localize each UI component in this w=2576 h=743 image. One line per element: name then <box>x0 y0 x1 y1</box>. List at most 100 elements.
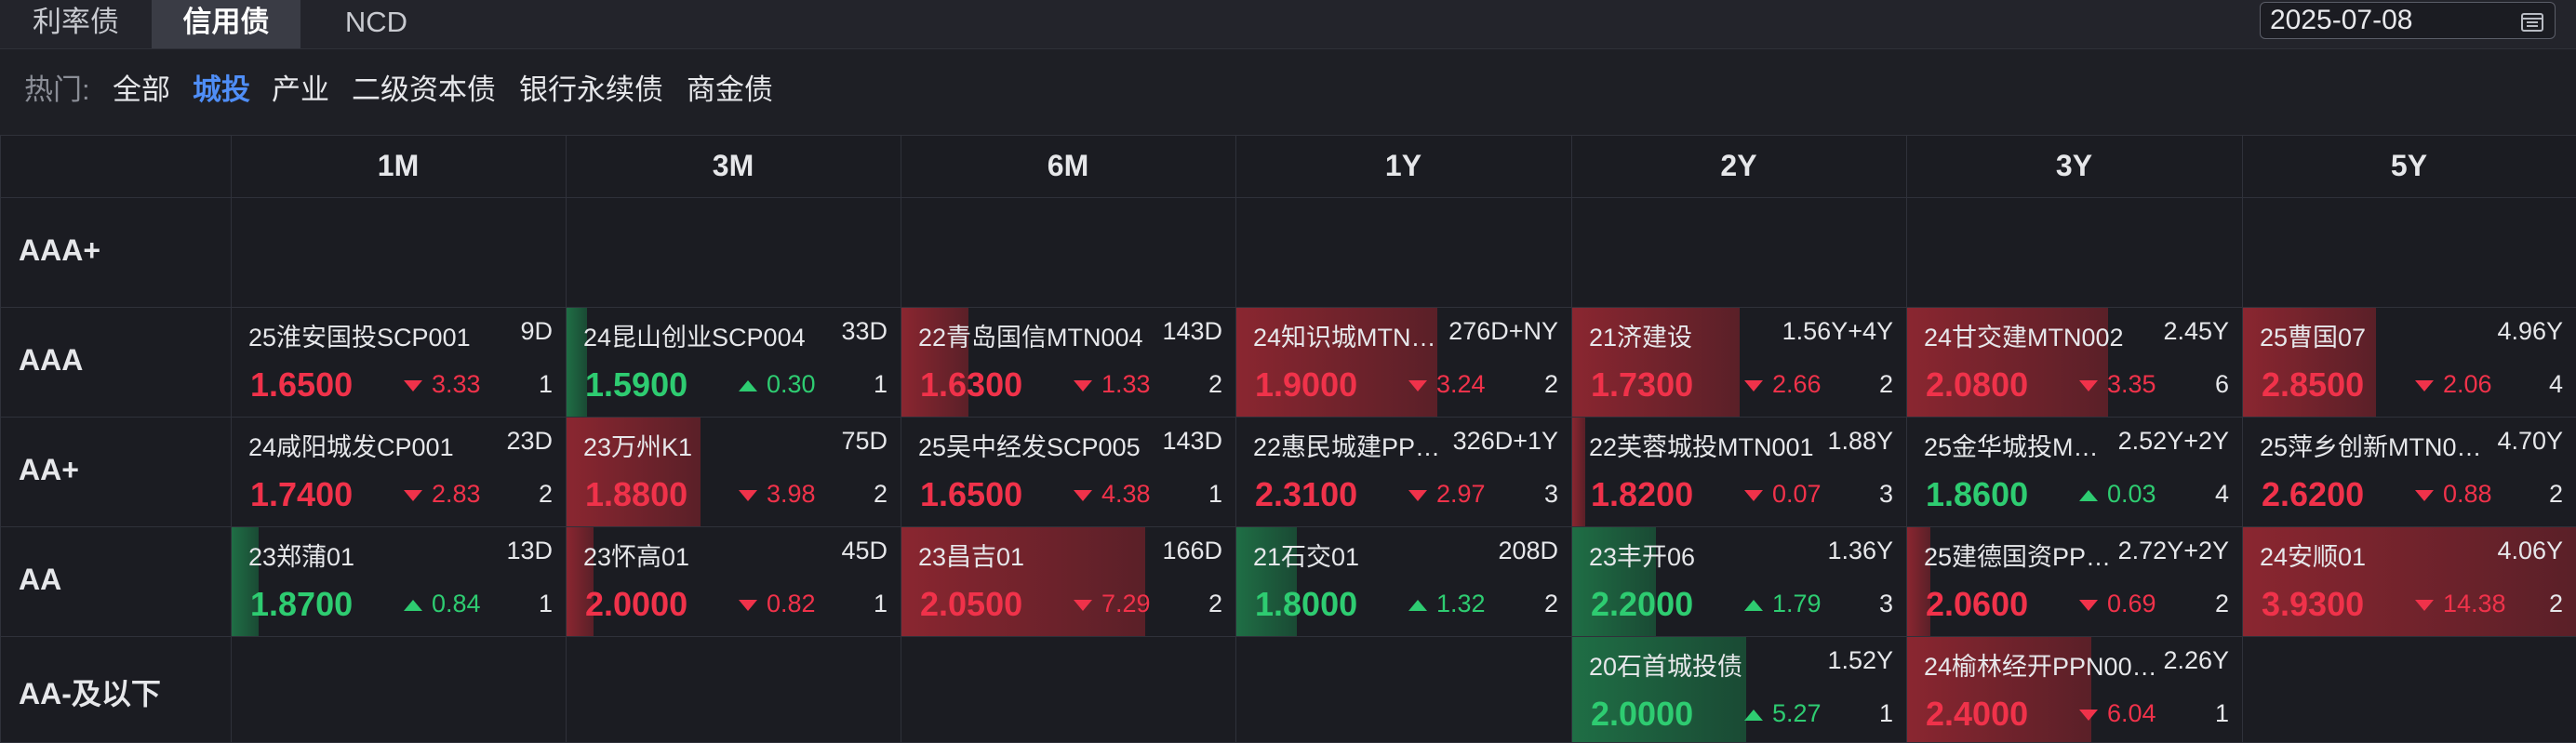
bond-yield: 2.6200 <box>2262 475 2365 513</box>
yield-change: 0.03 <box>2079 480 2156 509</box>
row-header-rating: AAA+ <box>19 233 101 267</box>
bond-yield: 1.5900 <box>585 365 688 404</box>
arrow-up-icon <box>404 599 422 611</box>
bond-cell[interactable]: 24咸阳城发CP001 23D 1.7400 2.83 2 <box>232 418 566 526</box>
bond-count: 6 <box>2214 370 2229 398</box>
bond-cell[interactable]: 24安顺01 4.06Y 3.9300 14.38 2 <box>2243 527 2576 636</box>
bond-cell[interactable]: 23昌吉01 166D 2.0500 7.29 2 <box>901 527 1235 636</box>
bond-count: 1 <box>538 370 553 398</box>
bond-cell[interactable]: 25吴中经发SCP005 143D 1.6500 4.38 1 <box>901 418 1235 526</box>
bond-count: 3 <box>1543 480 1558 508</box>
column-header-5y[interactable]: 5Y <box>2390 149 2428 182</box>
yield-change: 2.83 <box>404 480 481 509</box>
bond-cell[interactable]: 23郑蒲01 13D 1.8700 0.84 1 <box>232 527 566 636</box>
bond-count: 1 <box>873 370 888 398</box>
bond-count: 2 <box>1543 590 1558 617</box>
change-magnitude-bar <box>901 527 1146 636</box>
bond-count: 2 <box>1878 370 1893 398</box>
yield-change: 1.79 <box>1744 590 1822 618</box>
bond-cell[interactable]: 22芙蓉城投MTN001 1.88Y 1.8200 0.07 3 <box>1572 418 1906 526</box>
bond-yield: 1.8600 <box>1926 475 2029 513</box>
arrow-down-icon <box>1408 489 1427 501</box>
bond-cell[interactable]: 24昆山创业SCP004 33D 1.5900 0.30 1 <box>567 308 901 417</box>
bond-cell[interactable]: 21济建设 1.56Y+4Y 1.7300 2.66 2 <box>1572 308 1906 417</box>
calendar-icon[interactable] <box>2521 11 2543 32</box>
grid-vline <box>231 135 232 742</box>
bond-term: 1.56Y+4Y <box>1782 317 1893 345</box>
arrow-down-icon <box>2415 379 2434 391</box>
filter-all[interactable]: 全部 <box>113 73 170 106</box>
arrow-down-icon <box>2415 599 2434 611</box>
bond-name: 23昌吉01 <box>918 543 1025 571</box>
bond-cell[interactable]: 25淮安国投SCP001 9D 1.6500 3.33 1 <box>232 308 566 417</box>
yield-change: 0.88 <box>2415 480 2492 509</box>
change-magnitude-bar <box>901 308 968 417</box>
bond-cell[interactable]: 22青岛国信MTN004 143D 1.6300 1.33 2 <box>901 308 1235 417</box>
yield-change: 3.35 <box>2079 370 2156 399</box>
arrow-up-icon <box>1744 709 1763 721</box>
bond-count: 2 <box>2214 590 2229 617</box>
tab-credit-bond[interactable]: 信用债 <box>152 0 300 48</box>
tab-ncd[interactable]: NCD <box>344 6 408 38</box>
bond-cell[interactable]: 24榆林经开PPN00… 2.26Y 2.4000 6.04 1 <box>1907 637 2242 742</box>
column-header-3m[interactable]: 3M <box>712 149 754 182</box>
filter-chengtou[interactable]: 城投 <box>193 73 250 106</box>
bond-cell[interactable]: 23万州K1 75D 1.8800 3.98 2 <box>567 418 901 526</box>
bond-cell[interactable]: 25萍乡创新MTN0… 4.70Y 2.6200 0.88 2 <box>2243 418 2576 526</box>
filter-tier2-capital[interactable]: 二级资本债 <box>352 73 496 106</box>
yield-change: 7.29 <box>1074 590 1151 618</box>
column-header-1y[interactable]: 1Y <box>1384 149 1422 182</box>
filter-industry[interactable]: 产业 <box>272 73 329 106</box>
date-picker[interactable]: 2025-07-08 <box>2260 2 2556 39</box>
bond-yield: 2.2000 <box>1591 585 1694 623</box>
bond-name: 24咸阳城发CP001 <box>248 433 454 461</box>
bond-cell[interactable]: 25曹国07 4.96Y 2.8500 2.06 4 <box>2243 308 2576 417</box>
grid-hline <box>0 135 2576 136</box>
bond-cell[interactable]: 22惠民城建PP… 326D+1Y 2.3100 2.97 3 <box>1236 418 1571 526</box>
bond-cell[interactable]: 25建德国资PP… 2.72Y+2Y 2.0600 0.69 2 <box>1907 527 2242 636</box>
change-magnitude-bar <box>1236 527 1297 636</box>
yield-change-value: 4.38 <box>1101 480 1151 508</box>
yield-change-value: 2.97 <box>1436 480 1486 508</box>
bond-cell[interactable]: 23怀高01 45D 2.0000 0.82 1 <box>567 527 901 636</box>
bond-term: 2.52Y+2Y <box>2117 427 2229 455</box>
change-magnitude-bar <box>1907 527 1931 636</box>
tab-rate-bond[interactable]: 利率债 <box>33 6 119 38</box>
bond-term: 45D <box>841 537 888 564</box>
bond-name: 25淮安国投SCP001 <box>248 324 471 352</box>
bond-count: 3 <box>1878 480 1893 508</box>
bond-yield: 1.8000 <box>1255 585 1358 623</box>
arrow-down-icon <box>1074 379 1092 391</box>
bond-cell[interactable]: 23丰开06 1.36Y 2.2000 1.79 3 <box>1572 527 1906 636</box>
yield-change-value: 2.83 <box>432 480 481 508</box>
bond-cell[interactable]: 25金华城投M… 2.52Y+2Y 1.8600 0.03 4 <box>1907 418 2242 526</box>
bond-name: 22青岛国信MTN004 <box>918 324 1143 352</box>
arrow-down-icon <box>404 379 422 391</box>
arrow-down-icon <box>2079 379 2098 391</box>
filter-row: 热门: 全部 城投 产业 二级资本债 银行永续债 商金债 <box>0 49 2576 135</box>
bond-cell[interactable]: 20石首城投债 1.52Y 2.0000 5.27 1 <box>1572 637 1906 742</box>
bond-cell[interactable]: 21石交01 208D 1.8000 1.32 2 <box>1236 527 1571 636</box>
bond-term: 166D <box>1162 537 1222 564</box>
bond-cell[interactable]: 24甘交建MTN002 2.45Y 2.0800 3.35 6 <box>1907 308 2242 417</box>
row-header-rating: AA <box>19 563 62 596</box>
bond-cell[interactable]: 24知识城MTN… 276D+NY 1.9000 3.24 2 <box>1236 308 1571 417</box>
grid-vline <box>1235 135 1236 742</box>
column-header-3y[interactable]: 3Y <box>2055 149 2093 182</box>
filter-bank-perpetual[interactable]: 银行永续债 <box>519 73 663 106</box>
column-header-6m[interactable]: 6M <box>1047 149 1089 182</box>
yield-change: 3.24 <box>1408 370 1486 399</box>
bond-name: 25金华城投M… <box>1924 433 2099 461</box>
bond-term: 4.06Y <box>2497 537 2563 564</box>
column-header-1m[interactable]: 1M <box>377 149 420 182</box>
yield-change-value: 2.06 <box>2443 370 2492 398</box>
filter-commercial-financial[interactable]: 商金债 <box>687 73 773 106</box>
bond-yield: 2.3100 <box>1255 475 1358 513</box>
yield-change-value: 0.84 <box>432 590 481 617</box>
column-header-2y[interactable]: 2Y <box>1720 149 1757 182</box>
yield-change: 14.38 <box>2415 590 2506 618</box>
bond-name: 23万州K1 <box>583 433 693 461</box>
row-header-rating: AA+ <box>19 453 79 486</box>
bond-term: 1.52Y <box>1827 646 1893 674</box>
yield-change-value: 0.82 <box>767 590 816 617</box>
